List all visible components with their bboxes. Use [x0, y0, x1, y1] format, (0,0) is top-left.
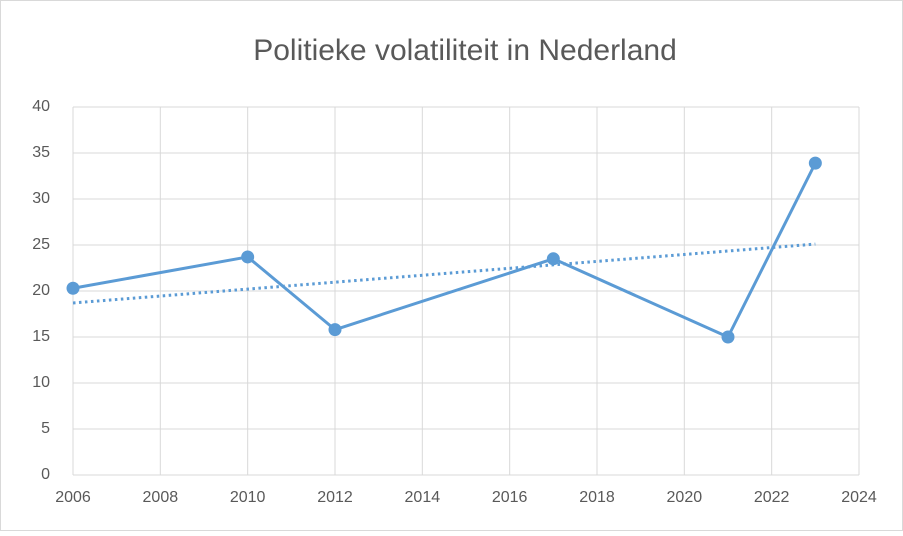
trendline — [72, 242, 816, 305]
y-tick-label: 25 — [32, 236, 50, 253]
data-point — [721, 330, 735, 344]
x-tick-label: 2010 — [230, 489, 266, 506]
x-tick-label: 2006 — [55, 489, 91, 506]
y-tick-label: 15 — [32, 328, 50, 345]
data-point — [241, 250, 255, 264]
y-tick-label: 35 — [32, 144, 50, 161]
chart-title: Politieke volatiliteit in Nederland — [253, 34, 677, 67]
series-line — [72, 162, 817, 339]
x-tick-label: 2016 — [492, 489, 528, 506]
y-tick-label: 30 — [32, 190, 50, 207]
data-point — [66, 281, 80, 295]
y-tick-label: 5 — [41, 420, 50, 437]
y-tick-label: 0 — [41, 466, 50, 483]
y-tick-label: 40 — [32, 98, 50, 115]
x-tick-label: 2012 — [317, 489, 353, 506]
y-tick-label: 20 — [32, 282, 50, 299]
y-tick-label: 10 — [32, 374, 50, 391]
data-point — [808, 156, 822, 170]
data-point — [328, 323, 342, 337]
x-tick-label: 2020 — [667, 489, 703, 506]
x-tick-label: 2008 — [143, 489, 179, 506]
x-tick-label: 2014 — [405, 489, 441, 506]
x-tick-label: 2018 — [579, 489, 615, 506]
x-tick-label: 2022 — [754, 489, 790, 506]
x-tick-label: 2024 — [841, 489, 877, 506]
data-point — [546, 252, 560, 266]
